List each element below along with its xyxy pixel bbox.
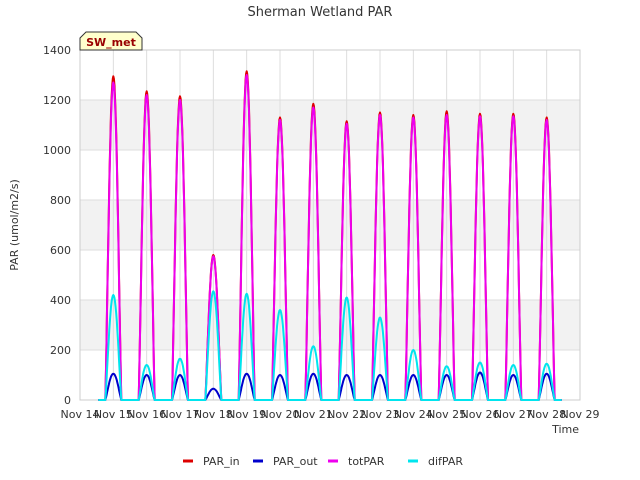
y-tick-label: 0 <box>64 394 71 407</box>
background-band <box>80 300 580 350</box>
background-band <box>80 100 580 150</box>
legend-label: PAR_in <box>203 455 240 468</box>
chart-title: Sherman Wetland PAR <box>248 5 393 20</box>
y-tick-labels: 0 200 400 600 800 1000 1200 1400 <box>43 44 71 407</box>
series-line-difpar <box>98 290 562 401</box>
station-tag: SW_met <box>79 31 143 51</box>
x-tick-label: Nov 19 <box>227 408 266 421</box>
legend: PAR_in PAR_out totPAR difPAR <box>183 455 463 468</box>
legend-item-difpar: difPAR <box>408 455 463 468</box>
station-tag-box <box>79 31 143 51</box>
y-tick-label: 400 <box>50 294 71 307</box>
x-tick-label: Nov 15 <box>94 408 133 421</box>
x-tick-label: Nov 22 <box>327 408 366 421</box>
x-axis-label: Time <box>551 423 579 436</box>
x-tick-label: Nov 16 <box>127 408 166 421</box>
x-tick-label: Nov 20 <box>261 408 300 421</box>
legend-label: PAR_out <box>273 455 318 468</box>
x-tick-label: Nov 21 <box>294 408 333 421</box>
x-tick-label: Nov 29 <box>561 408 600 421</box>
legend-label: difPAR <box>428 455 463 468</box>
background-band <box>80 200 580 250</box>
y-tick-label: 800 <box>50 194 71 207</box>
x-tick-label: Nov 14 <box>61 408 100 421</box>
x-tick-label: Nov 28 <box>527 408 566 421</box>
series-lines <box>98 70 562 401</box>
station-tag-label: SW_met <box>86 36 136 49</box>
background-bands <box>80 100 580 350</box>
x-tick-label: Nov 27 <box>494 408 533 421</box>
legend-item-totpar: totPAR <box>328 455 385 468</box>
y-tick-label: 200 <box>50 344 71 357</box>
x-tick-label: Nov 18 <box>194 408 233 421</box>
legend-item-par-out: PAR_out <box>253 455 318 468</box>
y-tick-label: 1400 <box>43 44 71 57</box>
x-tick-label: Nov 23 <box>361 408 400 421</box>
y-tick-label: 1200 <box>43 94 71 107</box>
y-axis-label: PAR (umol/m2/s) <box>8 179 21 271</box>
legend-label: totPAR <box>348 455 385 468</box>
x-tick-label: Nov 24 <box>394 408 433 421</box>
y-tick-label: 1000 <box>43 144 71 157</box>
y-tick-label: 600 <box>50 244 71 257</box>
x-tick-label: Nov 26 <box>461 408 500 421</box>
legend-item-par-in: PAR_in <box>183 455 240 468</box>
x-tick-label: Nov 17 <box>161 408 200 421</box>
x-tick-label: Nov 25 <box>427 408 466 421</box>
